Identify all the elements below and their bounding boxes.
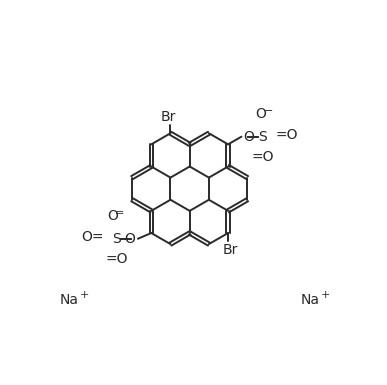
Text: O=: O=: [81, 230, 103, 244]
Text: Br: Br: [222, 243, 238, 256]
Text: Br: Br: [161, 110, 176, 124]
Text: =O: =O: [251, 150, 274, 164]
Text: O: O: [108, 209, 118, 223]
Text: Na: Na: [301, 293, 320, 306]
Text: S: S: [258, 130, 267, 144]
Text: O: O: [255, 107, 266, 121]
Text: +: +: [80, 290, 89, 300]
Text: Na: Na: [60, 293, 79, 306]
Text: =O: =O: [276, 128, 298, 142]
Text: O: O: [244, 130, 255, 144]
Text: −: −: [264, 105, 273, 116]
Text: =O: =O: [106, 252, 128, 266]
Text: O: O: [125, 232, 135, 246]
Text: =: =: [115, 208, 125, 218]
Text: S: S: [113, 232, 121, 246]
Text: +: +: [320, 290, 330, 300]
